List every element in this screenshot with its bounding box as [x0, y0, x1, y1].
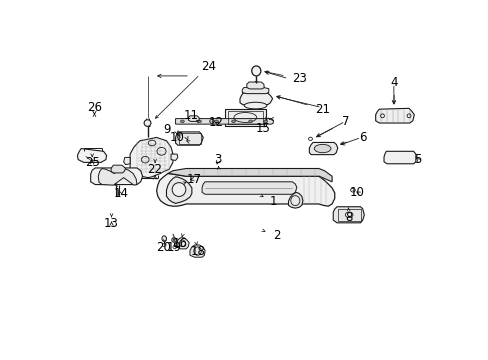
Polygon shape — [175, 118, 273, 124]
Ellipse shape — [214, 120, 218, 123]
Polygon shape — [77, 149, 106, 162]
Polygon shape — [123, 157, 130, 165]
Text: 14: 14 — [113, 187, 128, 200]
Text: 21: 21 — [314, 103, 329, 116]
Polygon shape — [202, 182, 296, 194]
Text: 15: 15 — [255, 122, 270, 135]
Text: 18: 18 — [190, 245, 205, 258]
Text: 9: 9 — [163, 123, 171, 136]
Polygon shape — [176, 238, 189, 249]
Bar — [337, 209, 360, 221]
Polygon shape — [171, 154, 178, 161]
Polygon shape — [189, 245, 205, 257]
Text: 26: 26 — [87, 101, 102, 114]
Polygon shape — [188, 116, 199, 121]
Polygon shape — [383, 151, 415, 164]
Text: 10: 10 — [349, 186, 364, 199]
Ellipse shape — [264, 120, 267, 123]
Text: 24: 24 — [200, 60, 215, 73]
Polygon shape — [111, 165, 125, 173]
Polygon shape — [288, 192, 302, 208]
Text: 7: 7 — [342, 115, 349, 128]
Text: 10: 10 — [169, 131, 184, 144]
Polygon shape — [242, 87, 268, 94]
Bar — [227, 111, 262, 124]
Text: 13: 13 — [104, 217, 119, 230]
Text: 11: 11 — [183, 109, 198, 122]
Text: 23: 23 — [291, 72, 306, 85]
Polygon shape — [130, 138, 173, 177]
Ellipse shape — [254, 81, 257, 84]
Text: 22: 22 — [147, 163, 163, 176]
Text: 19: 19 — [166, 241, 181, 254]
Text: 8: 8 — [345, 211, 352, 224]
Ellipse shape — [162, 236, 166, 242]
Bar — [178, 133, 200, 144]
Text: 6: 6 — [358, 131, 366, 144]
Polygon shape — [332, 207, 364, 223]
Ellipse shape — [172, 183, 185, 197]
Polygon shape — [375, 108, 413, 123]
Bar — [224, 109, 265, 126]
Text: 16: 16 — [172, 237, 187, 250]
Polygon shape — [246, 82, 264, 89]
Ellipse shape — [244, 102, 266, 109]
Polygon shape — [166, 177, 191, 203]
Polygon shape — [98, 168, 137, 185]
Ellipse shape — [180, 120, 184, 123]
Text: 25: 25 — [84, 157, 100, 170]
Text: 5: 5 — [413, 153, 420, 166]
Text: 4: 4 — [390, 76, 398, 89]
Ellipse shape — [248, 120, 252, 123]
Polygon shape — [309, 143, 337, 155]
Polygon shape — [240, 93, 272, 105]
Text: 1: 1 — [269, 195, 277, 208]
Text: 3: 3 — [214, 153, 221, 166]
Text: 17: 17 — [186, 172, 201, 185]
Ellipse shape — [144, 120, 151, 126]
Text: 20: 20 — [156, 241, 170, 254]
Ellipse shape — [314, 144, 330, 153]
Text: 2: 2 — [272, 229, 280, 242]
Polygon shape — [175, 132, 203, 145]
Ellipse shape — [231, 120, 235, 123]
Ellipse shape — [171, 238, 176, 242]
Ellipse shape — [197, 120, 201, 123]
Polygon shape — [90, 168, 142, 185]
Polygon shape — [156, 174, 334, 206]
Text: 12: 12 — [208, 116, 223, 129]
Polygon shape — [168, 168, 331, 182]
Ellipse shape — [251, 66, 260, 76]
